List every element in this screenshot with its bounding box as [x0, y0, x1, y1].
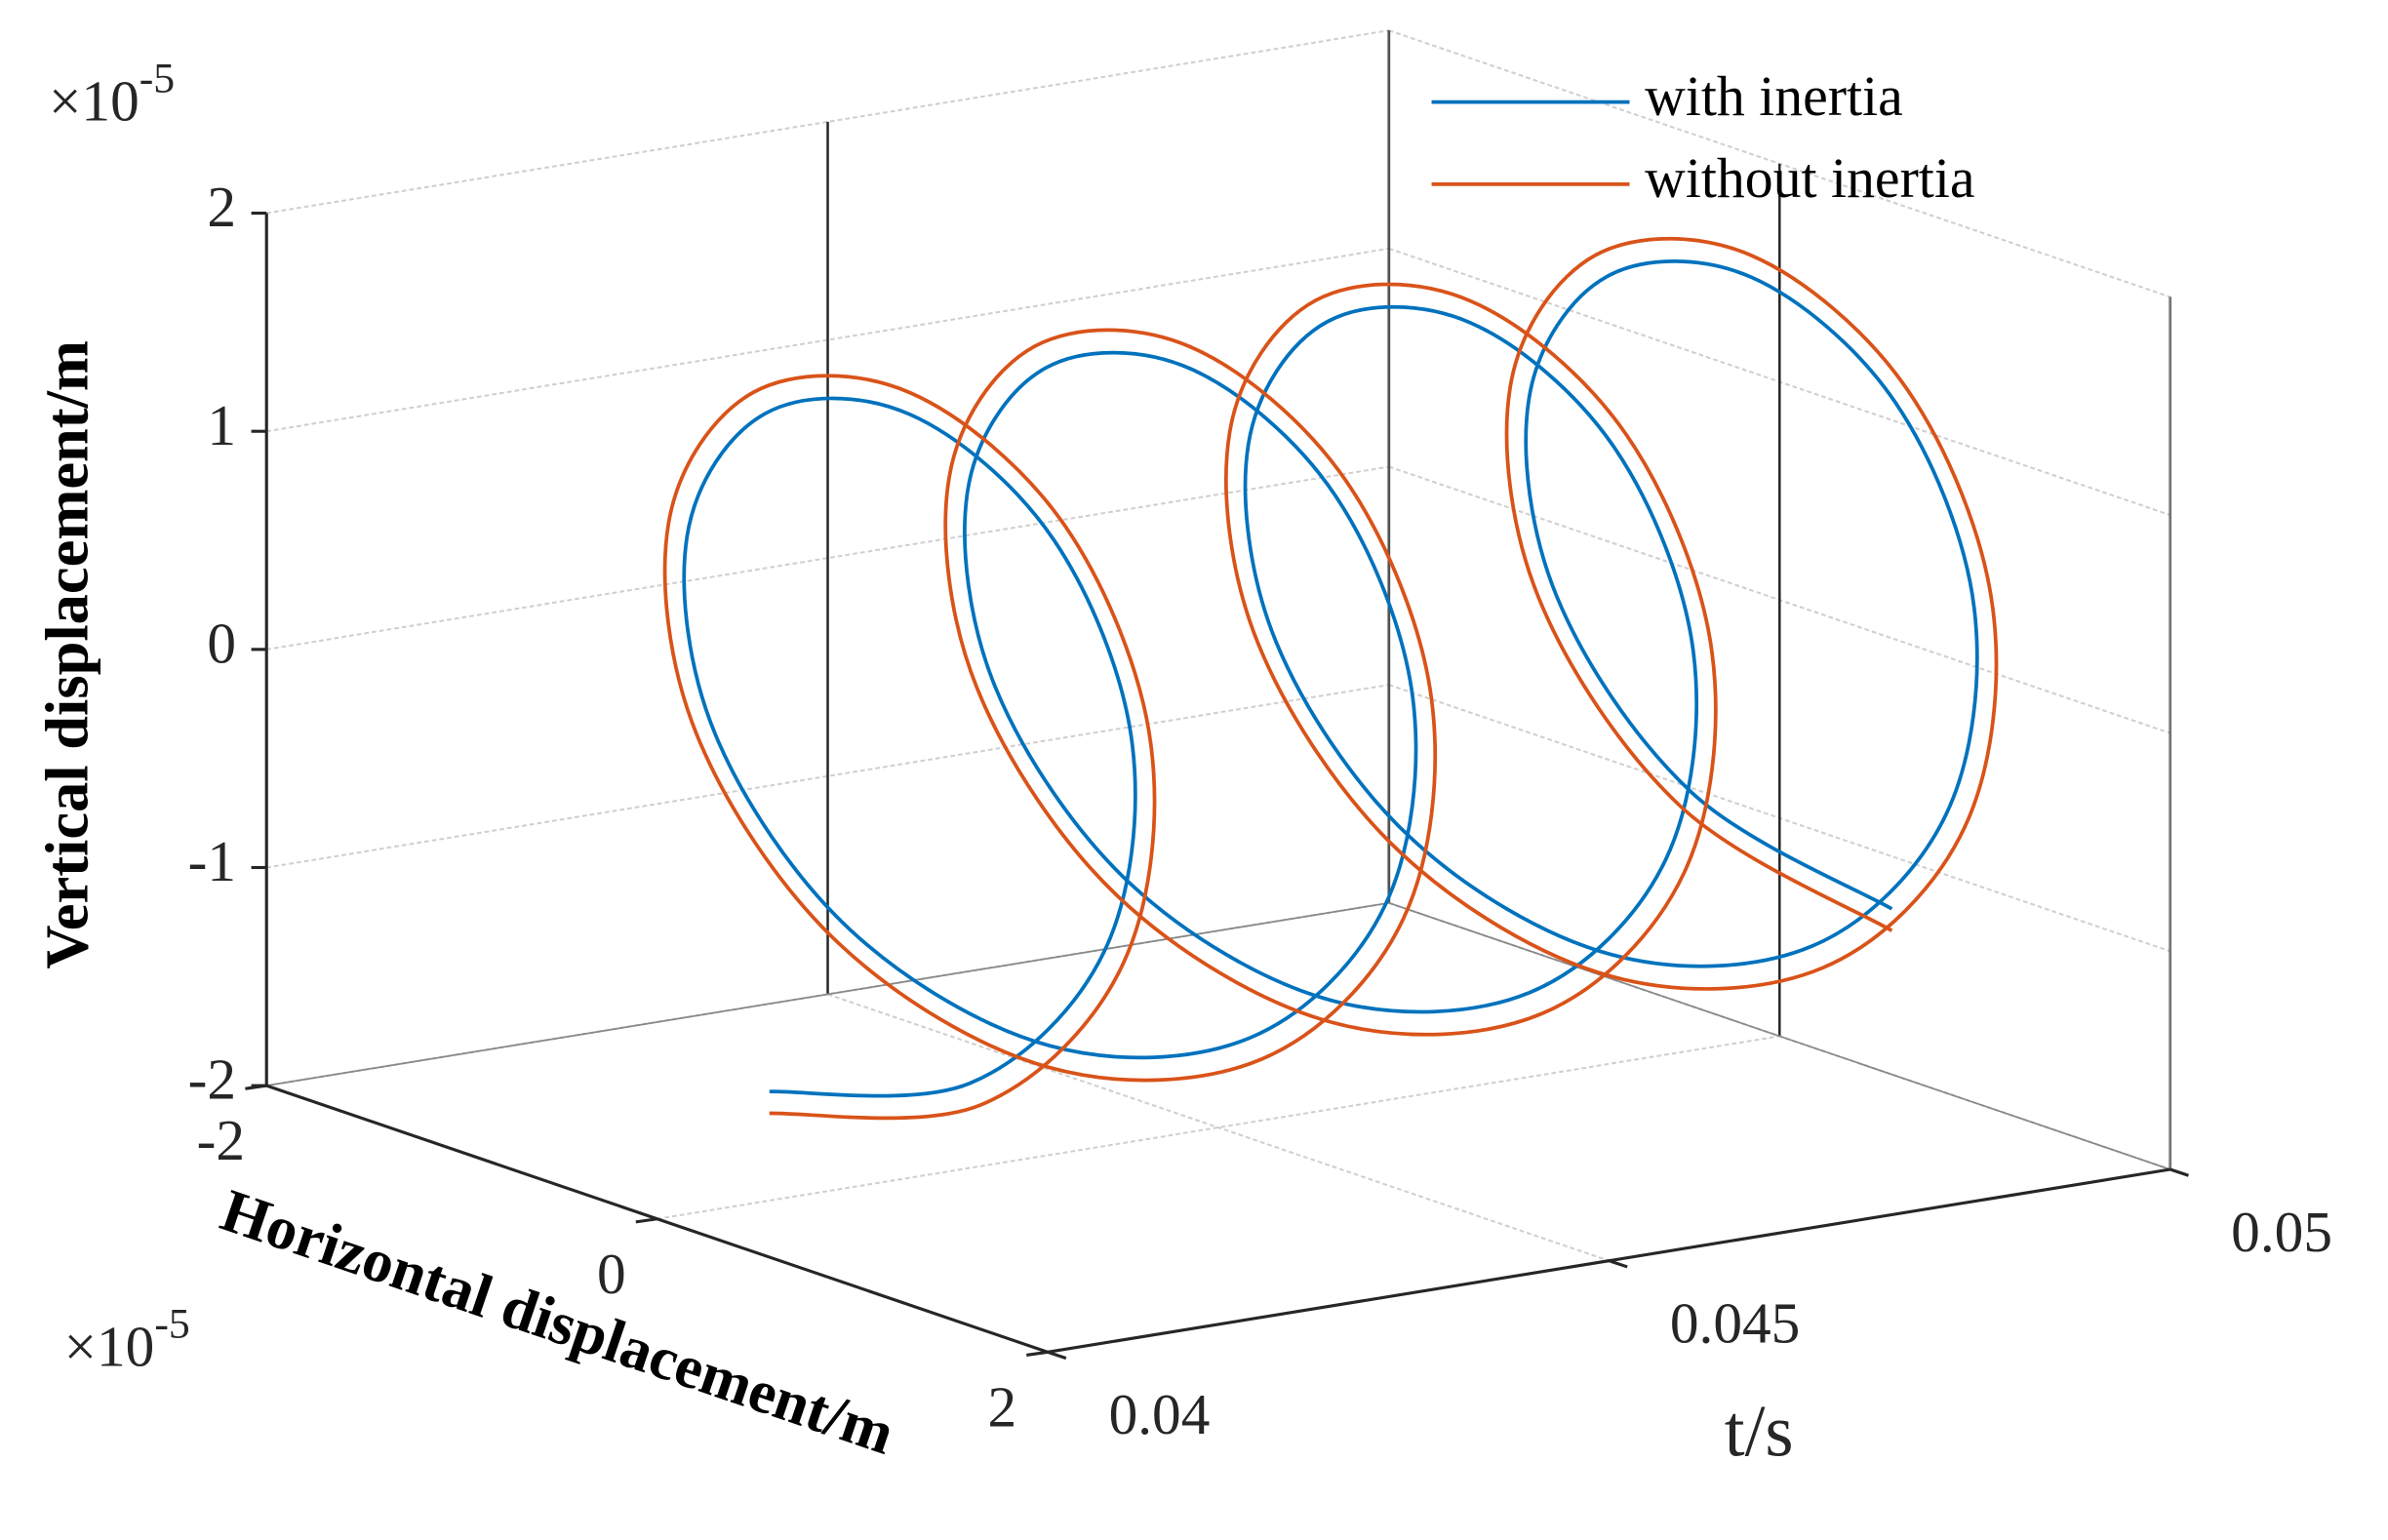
box-edge	[266, 901, 1389, 1086]
axes: -2 -1 0 1 2 0.04 0.045 0.05 -2 0 2	[188, 30, 2332, 1446]
legend-label: with inertia	[1645, 66, 1903, 128]
multiplier-exponent: -5	[139, 55, 175, 101]
box-edge	[1388, 901, 2171, 1170]
x-tick-label: 0.045	[1670, 1291, 1800, 1356]
z-tick-label: 1	[207, 393, 236, 457]
plot-lines	[662, 236, 1999, 1121]
multiplier-exponent: -5	[154, 1300, 189, 1347]
z-tick-label: 0	[207, 611, 236, 675]
multiplier-base: ×10	[64, 1314, 155, 1378]
x-tick	[1047, 1350, 1067, 1361]
z-axis-label: Vertical displacement/m	[32, 340, 100, 969]
series-line	[682, 259, 1979, 1098]
z-tick-label: -2	[188, 1047, 236, 1112]
grid-line	[266, 465, 1389, 651]
grid-line	[266, 29, 1389, 215]
y-tick-label: 2	[987, 1374, 1016, 1439]
y-multiplier: ×10-5	[64, 1300, 190, 1378]
grid-line	[827, 993, 1610, 1262]
legend: with inertia without inertia	[1431, 66, 1975, 210]
y-tick-label: 0	[597, 1242, 626, 1306]
legend-label: without inertia	[1645, 148, 1974, 210]
multiplier-base: ×10	[49, 68, 139, 133]
grid-line	[266, 684, 1389, 869]
y-tick	[1026, 1350, 1049, 1358]
grid-line	[266, 247, 1389, 433]
x-tick-label: 0.05	[2231, 1200, 2332, 1264]
x-tick-label: 0.04	[1109, 1382, 1211, 1446]
x-tick	[2169, 1167, 2189, 1177]
z-tick-label: -1	[188, 829, 236, 893]
z-multiplier: ×10-5	[49, 55, 175, 133]
x-axis	[1047, 1167, 2170, 1354]
series-line	[662, 236, 1999, 1121]
grid-line	[657, 1035, 1780, 1220]
x-axis-label: t/s	[1725, 1392, 1794, 1473]
y-tick-label: -2	[197, 1108, 245, 1172]
y-tick	[245, 1084, 267, 1090]
z-tick-label: 2	[207, 175, 236, 239]
y-tick	[635, 1217, 657, 1224]
x-tick	[1608, 1259, 1628, 1269]
